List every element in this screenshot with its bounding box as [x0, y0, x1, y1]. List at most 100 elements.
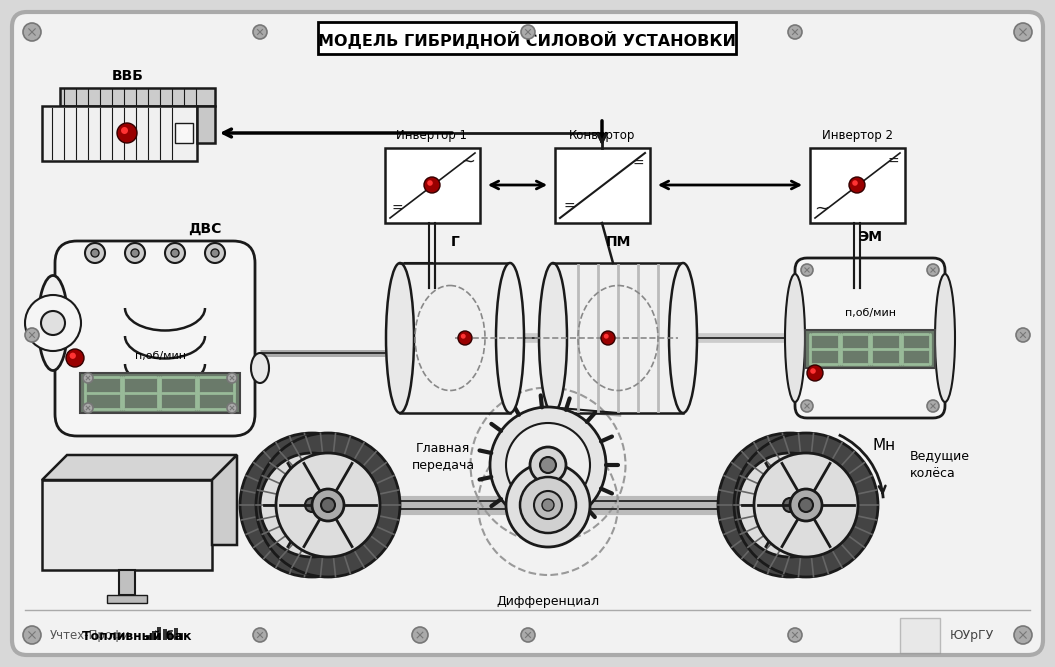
Circle shape — [790, 489, 822, 521]
Circle shape — [603, 334, 609, 339]
Circle shape — [754, 453, 858, 557]
Circle shape — [83, 403, 93, 413]
FancyBboxPatch shape — [795, 258, 945, 418]
Bar — [385, 148, 480, 223]
Circle shape — [83, 373, 93, 383]
Circle shape — [413, 627, 428, 643]
Text: Дифференциал: Дифференциал — [497, 595, 599, 608]
Circle shape — [718, 433, 862, 577]
Text: Г: Г — [450, 235, 459, 249]
Circle shape — [540, 457, 556, 473]
Text: Мн: Мн — [872, 438, 895, 452]
Text: ЭМ: ЭМ — [858, 230, 882, 244]
Bar — [168, 632, 172, 640]
Bar — [146, 635, 150, 640]
Circle shape — [296, 489, 328, 521]
Circle shape — [927, 264, 939, 276]
Text: Конвертор: Конвертор — [569, 129, 635, 142]
Circle shape — [738, 453, 842, 557]
Polygon shape — [212, 455, 237, 545]
Circle shape — [117, 123, 137, 143]
Polygon shape — [60, 88, 215, 106]
Circle shape — [521, 25, 535, 39]
FancyBboxPatch shape — [12, 12, 1043, 655]
Circle shape — [70, 353, 76, 359]
Circle shape — [530, 447, 565, 483]
Circle shape — [23, 626, 41, 644]
Text: п,об/мин: п,об/мин — [134, 351, 186, 361]
Circle shape — [783, 498, 797, 512]
Circle shape — [927, 400, 939, 412]
Circle shape — [520, 477, 576, 533]
Bar — [42, 106, 197, 161]
Text: п,об/мин: п,об/мин — [844, 308, 896, 318]
Circle shape — [239, 433, 384, 577]
Bar — [42, 480, 212, 570]
Circle shape — [91, 249, 99, 257]
Bar — [175, 123, 193, 143]
Circle shape — [788, 628, 802, 642]
Bar — [173, 628, 177, 640]
Circle shape — [801, 264, 813, 276]
Circle shape — [276, 453, 380, 557]
Circle shape — [227, 373, 237, 383]
Bar — [805, 330, 935, 368]
Ellipse shape — [386, 263, 414, 413]
Ellipse shape — [785, 274, 805, 402]
Circle shape — [124, 243, 145, 263]
Text: ДВС: ДВС — [188, 222, 222, 236]
Circle shape — [542, 499, 554, 511]
Circle shape — [23, 23, 41, 41]
Circle shape — [211, 249, 219, 257]
Circle shape — [506, 463, 590, 547]
Text: Ведущие
колёса: Ведущие колёса — [910, 450, 970, 480]
Circle shape — [534, 491, 562, 519]
Text: МОДЕЛЬ ГИБРИДНОЙ СИЛОВОЙ УСТАНОВКИ: МОДЕЛЬ ГИБРИДНОЙ СИЛОВОЙ УСТАНОВКИ — [318, 31, 736, 49]
Circle shape — [734, 433, 878, 577]
Circle shape — [788, 25, 802, 39]
Bar — [119, 570, 135, 595]
Circle shape — [321, 498, 335, 512]
Polygon shape — [197, 106, 215, 143]
Text: Инвертор 2: Инвертор 2 — [822, 129, 893, 142]
Circle shape — [260, 453, 364, 557]
Text: Учтех-Профи: Учтех-Профи — [50, 628, 131, 642]
Bar — [318, 22, 736, 54]
Bar — [157, 627, 161, 640]
Circle shape — [171, 249, 179, 257]
Ellipse shape — [935, 274, 955, 402]
Bar — [152, 631, 155, 640]
Bar — [900, 618, 940, 653]
Circle shape — [227, 403, 237, 413]
Circle shape — [810, 368, 816, 374]
Text: ПМ: ПМ — [606, 235, 631, 249]
Circle shape — [807, 365, 823, 381]
Circle shape — [849, 177, 865, 193]
Text: ~: ~ — [460, 153, 476, 171]
Circle shape — [424, 177, 440, 193]
Bar — [179, 633, 183, 640]
Text: =: = — [887, 155, 899, 169]
Circle shape — [774, 489, 806, 521]
Circle shape — [852, 180, 858, 186]
Bar — [810, 148, 905, 223]
FancyBboxPatch shape — [55, 241, 255, 436]
Circle shape — [41, 311, 65, 335]
Text: Главная
передача: Главная передача — [411, 442, 475, 472]
Circle shape — [131, 249, 139, 257]
Ellipse shape — [251, 353, 269, 383]
Ellipse shape — [38, 275, 68, 370]
Circle shape — [253, 25, 267, 39]
Circle shape — [458, 331, 472, 345]
Circle shape — [205, 243, 225, 263]
Circle shape — [165, 243, 185, 263]
Text: ЮУрГУ: ЮУрГУ — [950, 628, 994, 642]
Circle shape — [305, 498, 319, 512]
Bar — [555, 148, 650, 223]
Circle shape — [66, 349, 84, 367]
Circle shape — [25, 328, 39, 342]
Ellipse shape — [539, 263, 567, 413]
Circle shape — [121, 127, 128, 134]
Circle shape — [312, 489, 344, 521]
Bar — [400, 263, 510, 413]
